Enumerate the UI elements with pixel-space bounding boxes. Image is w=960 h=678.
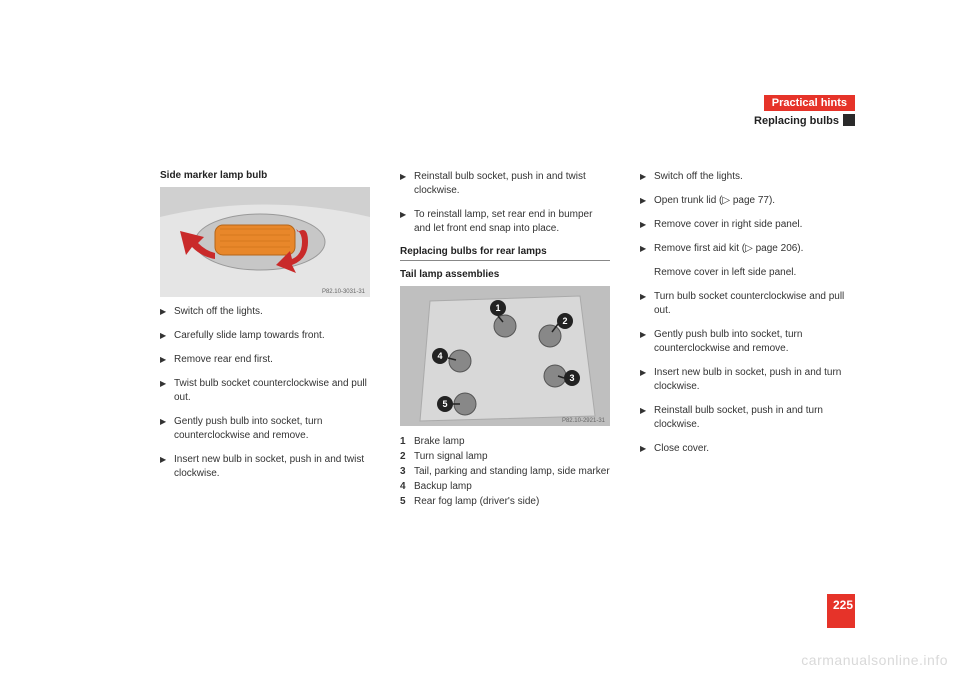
step-text: Reinstall bulb socket, push in and turn …	[654, 404, 850, 432]
col1-heading: Side marker lamp bulb	[160, 170, 370, 181]
subsection-line: Replacing bulbs	[754, 113, 855, 127]
step-marker-icon: ▶	[160, 306, 174, 317]
step-marker-icon: ▶	[640, 243, 654, 254]
subsection-marker-icon	[843, 114, 855, 126]
step-text: To reinstall lamp, set rear end in bumpe…	[414, 208, 610, 236]
legend-text: Brake lamp	[414, 434, 465, 449]
legend-text: Tail, parking and standing lamp, side ma…	[414, 464, 610, 479]
legend-item: 4Backup lamp	[400, 479, 610, 494]
step-marker-icon: ▶	[400, 209, 414, 220]
step-marker-icon: ▶	[160, 378, 174, 389]
step-text: Gently push bulb into socket, turn count…	[174, 415, 370, 443]
step-marker-icon: ▶	[640, 291, 654, 302]
list-item: ▶Reinstall bulb socket, push in and turn…	[640, 404, 850, 432]
svg-text:5: 5	[442, 399, 447, 409]
legend-text: Turn signal lamp	[414, 449, 488, 464]
list-item: ▶Switch off the lights.	[640, 170, 850, 184]
svg-text:4: 4	[437, 351, 442, 361]
legend-item: 2Turn signal lamp	[400, 449, 610, 464]
list-item: ▶Remove rear end first.	[160, 353, 370, 367]
list-item: ▶Turn bulb socket counterclockwise and p…	[640, 290, 850, 318]
list-item: ▶Remove first aid kit (▷ page 206).	[640, 242, 850, 256]
section-title: Practical hints	[764, 95, 855, 111]
step-text: Carefully slide lamp towards front.	[174, 329, 370, 343]
subsection-title: Replacing bulbs	[754, 115, 839, 127]
step-marker-icon: ▶	[160, 354, 174, 365]
side-marker-illustration: P82.10-3031-31	[160, 187, 370, 297]
tail-lamp-heading: Tail lamp assemblies	[400, 269, 610, 280]
step-text: Close cover.	[654, 442, 850, 456]
step-marker-icon: ▶	[160, 454, 174, 465]
list-item: ▶To reinstall lamp, set rear end in bump…	[400, 208, 610, 236]
step-marker-icon: ▶	[640, 219, 654, 230]
figure-legend: 1Brake lamp 2Turn signal lamp 3Tail, par…	[400, 434, 610, 509]
step-text: Insert new bulb in socket, push in and t…	[654, 366, 850, 394]
step-text: Remove first aid kit (▷ page 206).	[654, 242, 850, 256]
step-text: Remove rear end first.	[174, 353, 370, 367]
list-item: ▶Gently push bulb into socket, turn coun…	[160, 415, 370, 443]
list-item: ▶Gently push bulb into socket, turn coun…	[640, 328, 850, 356]
figure-label-2: P82.10-2921-31	[562, 418, 606, 424]
step-text: Twist bulb socket counterclockwise and p…	[174, 377, 370, 405]
section-rule	[400, 260, 610, 261]
step-marker-icon: ▶	[640, 171, 654, 182]
plain-text: Remove cover in left side panel.	[654, 266, 850, 280]
step-marker-icon: ▶	[640, 405, 654, 416]
svg-text:3: 3	[569, 373, 574, 383]
svg-text:1: 1	[495, 303, 500, 313]
step-marker-icon: ▶	[160, 416, 174, 427]
column-1: Side marker lamp bulb P82.10-3031-31	[160, 170, 370, 509]
step-text: Switch off the lights.	[174, 305, 370, 319]
legend-num: 2	[400, 449, 414, 464]
legend-text: Rear fog lamp (driver's side)	[414, 494, 539, 509]
step-text: Turn bulb socket counterclockwise and pu…	[654, 290, 850, 318]
legend-text: Backup lamp	[414, 479, 472, 494]
list-item: ▶Reinstall bulb socket, push in and twis…	[400, 170, 610, 198]
step-text: Remove cover in right side panel.	[654, 218, 850, 232]
legend-item: 3Tail, parking and standing lamp, side m…	[400, 464, 610, 479]
list-item: ▶Remove cover in right side panel.	[640, 218, 850, 232]
page-header: Practical hints Replacing bulbs	[754, 95, 855, 127]
list-item: ▶Carefully slide lamp towards front.	[160, 329, 370, 343]
step-marker-icon: ▶	[400, 171, 414, 182]
step-text: Open trunk lid (▷ page 77).	[654, 194, 850, 208]
list-item: ▶Switch off the lights.	[160, 305, 370, 319]
step-text: Reinstall bulb socket, push in and twist…	[414, 170, 610, 198]
column-2: ▶Reinstall bulb socket, push in and twis…	[400, 170, 610, 509]
legend-item: 1Brake lamp	[400, 434, 610, 449]
step-marker-icon: ▶	[640, 443, 654, 454]
legend-num: 3	[400, 464, 414, 479]
svg-text:2: 2	[562, 316, 567, 326]
manual-page: Practical hints Replacing bulbs Side mar…	[0, 0, 960, 678]
tail-lamp-illustration: 1 2 3 4 5 P82.10-2921-31	[400, 286, 610, 426]
list-item: ▶Insert new bulb in socket, push in and …	[160, 453, 370, 481]
figure-label-1: P82.10-3031-31	[322, 289, 366, 295]
content-columns: Side marker lamp bulb P82.10-3031-31	[160, 170, 855, 509]
page-number: 225	[827, 594, 855, 628]
list-item: ▶Twist bulb socket counterclockwise and …	[160, 377, 370, 405]
figure-side-marker: P82.10-3031-31	[160, 187, 370, 297]
step-marker-icon: ▶	[640, 195, 654, 206]
figure-tail-lamp: 1 2 3 4 5 P82.10-2921-31	[400, 286, 610, 426]
list-item: ▶Close cover.	[640, 442, 850, 456]
watermark: carmanualsonline.info	[801, 652, 948, 668]
list-item: ▶Open trunk lid (▷ page 77).	[640, 194, 850, 208]
list-item: ▶Insert new bulb in socket, push in and …	[640, 366, 850, 394]
column-3: ▶Switch off the lights. ▶Open trunk lid …	[640, 170, 850, 509]
legend-num: 1	[400, 434, 414, 449]
step-marker-icon: ▶	[640, 329, 654, 340]
legend-item: 5Rear fog lamp (driver's side)	[400, 494, 610, 509]
step-text: Insert new bulb in socket, push in and t…	[174, 453, 370, 481]
step-marker-icon: ▶	[160, 330, 174, 341]
section-heading-rear-lamps: Replacing bulbs for rear lamps	[400, 246, 610, 257]
step-marker-icon: ▶	[640, 367, 654, 378]
legend-num: 5	[400, 494, 414, 509]
step-text: Switch off the lights.	[654, 170, 850, 184]
legend-num: 4	[400, 479, 414, 494]
step-text: Gently push bulb into socket, turn count…	[654, 328, 850, 356]
